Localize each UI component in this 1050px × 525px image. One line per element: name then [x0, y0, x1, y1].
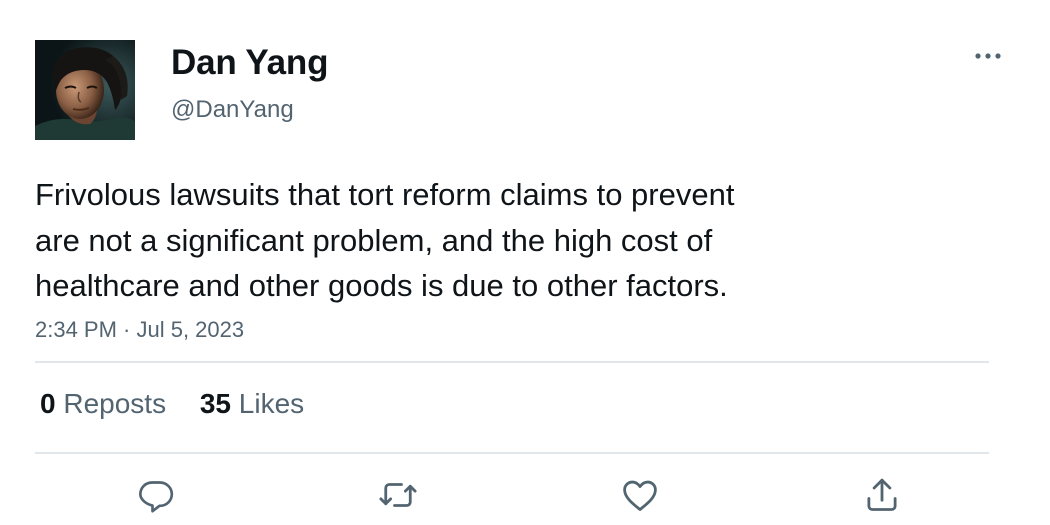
likes-stat[interactable]: 35 Likes — [200, 387, 304, 421]
display-name[interactable]: Dan Yang — [171, 43, 329, 82]
avatar[interactable] — [35, 40, 135, 140]
timestamp[interactable]: 2:34 PM · Jul 5, 2023 — [35, 317, 245, 342]
share-icon — [867, 478, 897, 511]
reply-button[interactable] — [134, 473, 178, 517]
tweet-text: Frivolous lawsuits that tort reform clai… — [35, 177, 735, 303]
likes-label: Likes — [238, 388, 305, 419]
reposts-label: Reposts — [63, 388, 167, 419]
reposts-stat[interactable]: 0 Reposts — [40, 387, 166, 421]
avatar-image — [35, 40, 135, 140]
repost-icon — [379, 483, 417, 507]
likes-count: 35 — [199, 388, 232, 419]
reply-icon — [139, 481, 174, 513]
more-horizontal-icon — [975, 53, 1001, 59]
divider — [35, 361, 989, 363]
more-options-button[interactable] — [968, 42, 1008, 70]
repost-button[interactable] — [376, 473, 420, 517]
user-handle[interactable]: @DanYang — [171, 96, 294, 123]
reposts-count: 0 — [40, 388, 56, 419]
heart-icon — [623, 480, 657, 511]
share-button[interactable] — [860, 473, 904, 517]
engagement-stats: 0 Reposts 35 Likes — [40, 387, 330, 421]
divider — [35, 452, 989, 454]
like-button[interactable] — [618, 473, 662, 517]
